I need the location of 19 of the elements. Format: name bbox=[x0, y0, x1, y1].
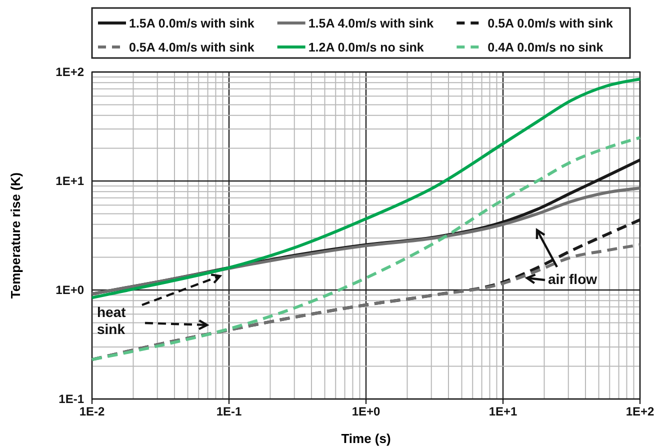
legend-label: 1.5A 0.0m/s with sink bbox=[129, 16, 254, 30]
x-tick-label: 1E+2 bbox=[626, 404, 655, 419]
x-axis-title: Time (s) bbox=[341, 431, 391, 446]
annotation: heat sink bbox=[97, 304, 126, 337]
x-tick-label: 1E-2 bbox=[79, 404, 105, 419]
y-tick-label: 1E+1 bbox=[56, 174, 84, 188]
legend-label: 1.2A 0.0m/s no sink bbox=[308, 40, 424, 54]
legend-label: 0.5A 0.0m/s with sink bbox=[488, 16, 613, 30]
annotation: air flow bbox=[548, 271, 598, 287]
x-tick-label: 1E+0 bbox=[352, 404, 381, 419]
legend-label: 0.4A 0.0m/s no sink bbox=[488, 40, 604, 54]
legend-label: 0.5A 4.0m/s with sink bbox=[129, 40, 254, 54]
y-axis-title: Temperature rise (K) bbox=[8, 172, 23, 299]
x-tick-label: 1E+1 bbox=[488, 404, 518, 419]
x-tick-label: 1E-1 bbox=[216, 404, 242, 419]
legend-label: 1.5A 4.0m/s with sink bbox=[308, 16, 434, 30]
y-tick-label: 1E+2 bbox=[56, 64, 84, 79]
y-tick-label: 1E-1 bbox=[58, 392, 84, 406]
y-tick-label: 1E+0 bbox=[56, 282, 84, 297]
